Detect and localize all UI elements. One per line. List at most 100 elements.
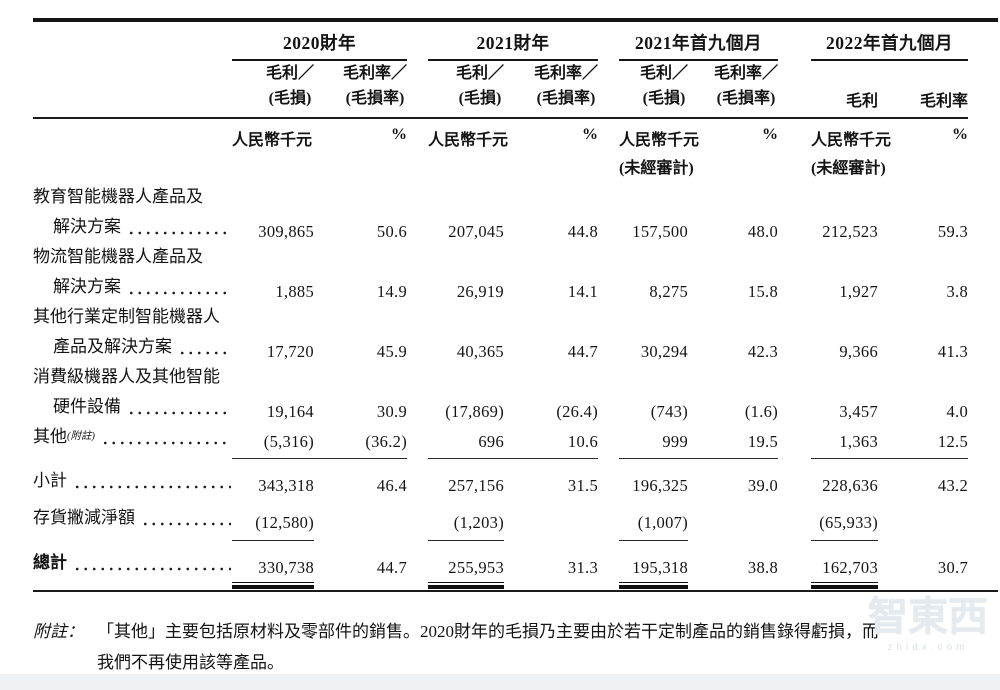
percent-cell — [878, 500, 968, 540]
percent-cell: 14.9 — [376, 282, 407, 301]
dot-leader — [101, 441, 231, 445]
amount-cell: (1,007) — [619, 500, 688, 541]
footnote-label: 附註： — [33, 622, 84, 641]
unaudited-note: (未經審計) — [811, 160, 886, 177]
amount-cell: 3,457 — [839, 402, 878, 421]
amount-cell: 1,363 — [811, 422, 878, 459]
amount-cell-total: 330,738 — [232, 540, 314, 588]
amount-cell: 696 — [428, 422, 504, 459]
year-header-2020fy: 2020財年 — [232, 24, 407, 61]
subheader-gross-profit: 毛利／ (毛損) — [619, 60, 688, 119]
percent-cell: 44.8 — [567, 222, 598, 241]
dot-leader — [127, 291, 231, 295]
amount-cell: 9,366 — [839, 342, 878, 361]
table-row-others: 其他 (附註) (5,316) (36.2) 696 10.6 999 19.5 … — [33, 422, 968, 459]
percent-cell: 15.8 — [747, 282, 778, 301]
percent-cell: 41.3 — [937, 342, 968, 361]
units-group-2020fy: 人民幣千元% — [232, 126, 407, 149]
year-header-row: 2020財年 2021財年 2021年首九個月 2022年首九個月 — [33, 24, 968, 61]
percent-cell: 42.3 — [747, 342, 778, 361]
subheader-gross-margin: 毛利率 — [878, 60, 968, 119]
amount-cell-total: 195,318 — [619, 540, 688, 588]
footnote: 附註： 「其他」主要包括原材料及零部件的銷售。2020財年的毛損乃主要由於若干定… — [33, 616, 985, 678]
percent-cell: 10.6 — [504, 422, 598, 459]
percent-cell-total: 31.3 — [567, 558, 598, 577]
percent-cell — [688, 500, 778, 540]
amount-cell: (5,316) — [232, 422, 314, 459]
percent-cell — [504, 500, 598, 540]
percent-cell: (36.2) — [314, 422, 407, 459]
year-header-2021fy: 2021財年 — [428, 24, 598, 61]
percent-cell: 50.6 — [376, 222, 407, 241]
amount-cell: 40,365 — [456, 342, 504, 361]
row-label: 其他行業定制智能機器人 產品及解決方案 — [33, 302, 232, 362]
amount-cell-total: 255,953 — [428, 540, 504, 588]
dot-leader — [127, 231, 231, 235]
subheader-gross-margin: 毛利率／ (毛損率) — [314, 60, 407, 119]
table-row-subtotal: 小計 343,318 46.4 257,156 31.5 196,325 39.… — [33, 458, 968, 500]
row-label: 其他 (附註) — [33, 422, 232, 458]
table-row-consumer-robots: 消費級機器人及其他智能 硬件設備 19,164 30.9 (17,869) (2… — [33, 362, 968, 422]
amount-cell: 999 — [619, 422, 688, 459]
amount-cell: 212,523 — [822, 222, 878, 241]
year-header-9m2022: 2022年首九個月 — [811, 24, 968, 61]
percent-cell: 4.0 — [946, 402, 968, 421]
percent-cell-total: 44.7 — [376, 558, 407, 577]
amount-cell: 228,636 — [822, 476, 878, 495]
row-label: 教育智能機器人產品及 解決方案 — [33, 182, 232, 242]
amount-cell: 207,045 — [448, 222, 504, 241]
percent-cell: 39.0 — [747, 476, 778, 495]
percent-cell: 30.9 — [376, 402, 407, 421]
amount-cell: (743) — [650, 402, 688, 421]
percent-cell: 14.1 — [567, 282, 598, 301]
percent-cell: 59.3 — [937, 222, 968, 241]
amount-cell: (1,203) — [428, 500, 504, 541]
amount-cell: (17,869) — [445, 402, 504, 421]
percent-cell — [314, 500, 407, 540]
gross-profit-table: 2020財年 2021財年 2021年首九個月 2022年首九個月 毛利／ (毛損… — [33, 24, 968, 588]
row-label: 小計 — [33, 458, 232, 500]
amount-cell: 30,294 — [640, 342, 688, 361]
percent-cell: 19.5 — [688, 422, 778, 459]
row-label: 存貨撇減淨額 — [33, 500, 232, 540]
footnote-text: 「其他」主要包括原材料及零部件的銷售。2020財年的毛損乃主要由於若干定制產品的… — [97, 622, 879, 672]
unaudited-note: (未經審計) — [619, 160, 694, 177]
table-row-custom-robots: 其他行業定制智能機器人 產品及解決方案 17,720 45.9 40,365 4… — [33, 302, 968, 362]
table-row-inventory-writedown: 存貨撇減淨額 (12,580) (1,203) (1,007) (65,933) — [33, 500, 968, 541]
amount-cell: (12,580) — [232, 500, 314, 541]
percent-cell: (1.6) — [744, 402, 778, 421]
amount-cell: 157,500 — [632, 222, 688, 241]
amount-cell: 1,885 — [275, 282, 314, 301]
percent-cell: 44.7 — [567, 342, 598, 361]
bottom-strip — [0, 674, 1000, 690]
amount-cell: 1,927 — [839, 282, 878, 301]
subheader-gross-margin: 毛利率／ (毛損率) — [688, 60, 778, 119]
percent-cell: 43.2 — [937, 476, 968, 495]
units-group-9m2022: 人民幣千元% (未經審計) — [811, 126, 968, 177]
amount-cell: 8,275 — [649, 282, 688, 301]
footnote-ref: (附註) — [67, 431, 95, 442]
row-label: 總計 — [33, 540, 232, 582]
amount-cell-total: 162,703 — [811, 540, 878, 588]
amount-cell: 343,318 — [258, 476, 314, 495]
table-row-total: 總計 330,738 44.7 255,953 31.3 195,318 38.… — [33, 540, 968, 588]
dot-leader — [141, 522, 231, 526]
amount-cell: 19,164 — [266, 402, 314, 421]
amount-cell: 196,325 — [632, 476, 688, 495]
percent-cell: (26.4) — [556, 402, 598, 421]
percent-cell: 31.5 — [567, 476, 598, 495]
year-header-9m2021: 2021年首九個月 — [619, 24, 778, 61]
percent-cell: 12.5 — [878, 422, 968, 459]
amount-cell: (65,933) — [811, 500, 878, 541]
amount-cell: 257,156 — [448, 476, 504, 495]
dot-leader — [178, 351, 231, 355]
row-label: 物流智能機器人產品及 解決方案 — [33, 242, 232, 302]
table-top-rule — [33, 18, 998, 22]
percent-cell: 3.8 — [946, 282, 968, 301]
percent-cell-total: 30.7 — [937, 558, 968, 577]
table-row-logistics-robots: 物流智能機器人產品及 解決方案 1,885 14.9 26,919 14.1 8… — [33, 242, 968, 302]
row-label: 消費級機器人及其他智能 硬件設備 — [33, 362, 232, 422]
amount-cell: 26,919 — [456, 282, 504, 301]
percent-cell-total: 38.8 — [747, 558, 778, 577]
